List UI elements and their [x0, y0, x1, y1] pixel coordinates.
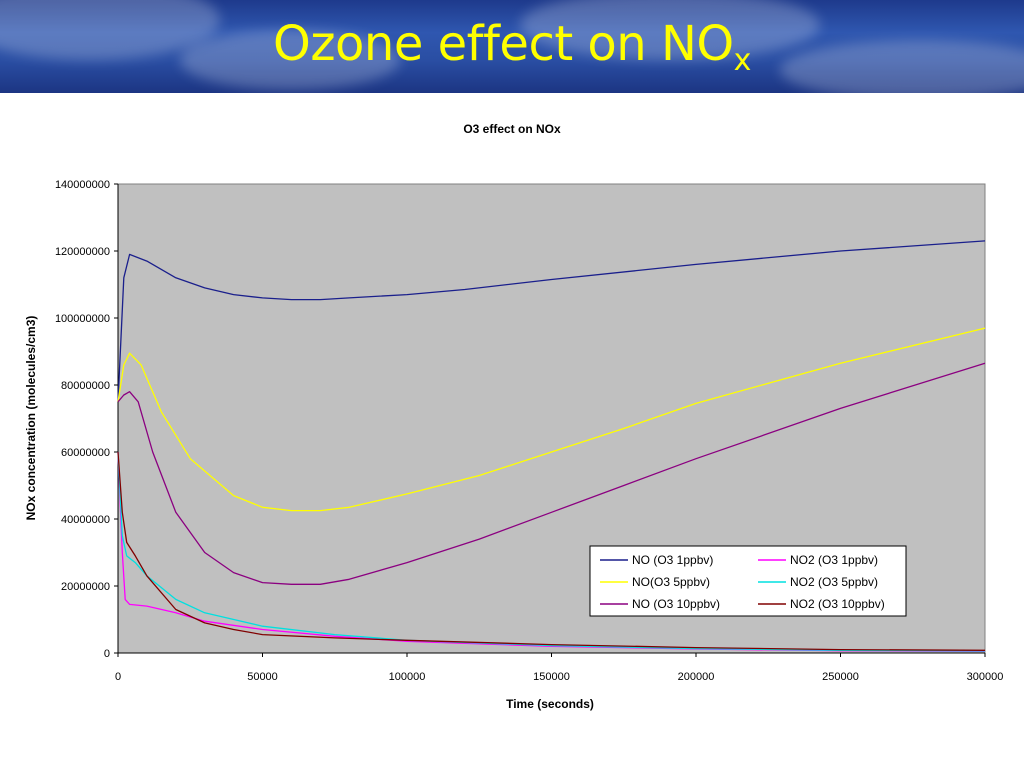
x-tick-label: 0	[115, 671, 121, 683]
series-line-3	[117, 327, 986, 512]
x-tick-label: 300000	[967, 671, 1004, 683]
x-tick-label: 250000	[822, 671, 859, 683]
y-tick-label: 20000000	[61, 581, 110, 593]
slide-title-main: Ozone effect on NO	[273, 16, 734, 72]
slide-title: Ozone effect on NOx	[0, 14, 1024, 91]
y-tick-label: 100000000	[55, 313, 110, 325]
series-line-4	[117, 451, 986, 652]
x-tick-label: 150000	[533, 671, 570, 683]
cloud-decoration	[520, 0, 820, 60]
cloud-decoration	[180, 30, 400, 90]
cloud-decoration	[780, 40, 1024, 93]
y-tick-label: 60000000	[61, 447, 110, 459]
legend-label-5: NO (O3 10ppbv)	[632, 597, 720, 611]
x-axis-title: Time (seconds)	[506, 697, 594, 711]
y-tick-label: 140000000	[55, 179, 110, 191]
legend-label-6: NO2 (O3 10ppbv)	[790, 597, 885, 611]
x-tick-label: 50000	[247, 671, 278, 683]
series-line-1	[117, 240, 986, 402]
legend-label-1: NO (O3 1ppbv)	[632, 553, 713, 567]
chart-title: O3 effect on NOx	[463, 122, 561, 136]
series-line-6	[117, 451, 986, 651]
legend-label-4: NO2 (O3 5ppbv)	[790, 575, 878, 589]
y-tick-label: 80000000	[61, 380, 110, 392]
series-line-5	[117, 362, 986, 585]
chart: O3 effect on NOx 0 20000000 40000000 6000000…	[24, 122, 1004, 711]
y-tick-label: 120000000	[55, 246, 110, 258]
x-tick-label: 100000	[389, 671, 426, 683]
legend-label-3: NO(O3 5ppbv)	[632, 575, 710, 589]
slide-title-subscript: x	[733, 43, 752, 78]
y-axis-title: NOx concentration (molecules/cm3)	[24, 316, 38, 521]
x-tick-label: 200000	[678, 671, 715, 683]
legend-label-2: NO2 (O3 1ppbv)	[790, 553, 878, 567]
y-tick-label: 0	[104, 648, 110, 660]
y-tick-label: 40000000	[61, 514, 110, 526]
slide-header: Ozone effect on NOx	[0, 0, 1024, 93]
legend-box	[589, 545, 907, 617]
